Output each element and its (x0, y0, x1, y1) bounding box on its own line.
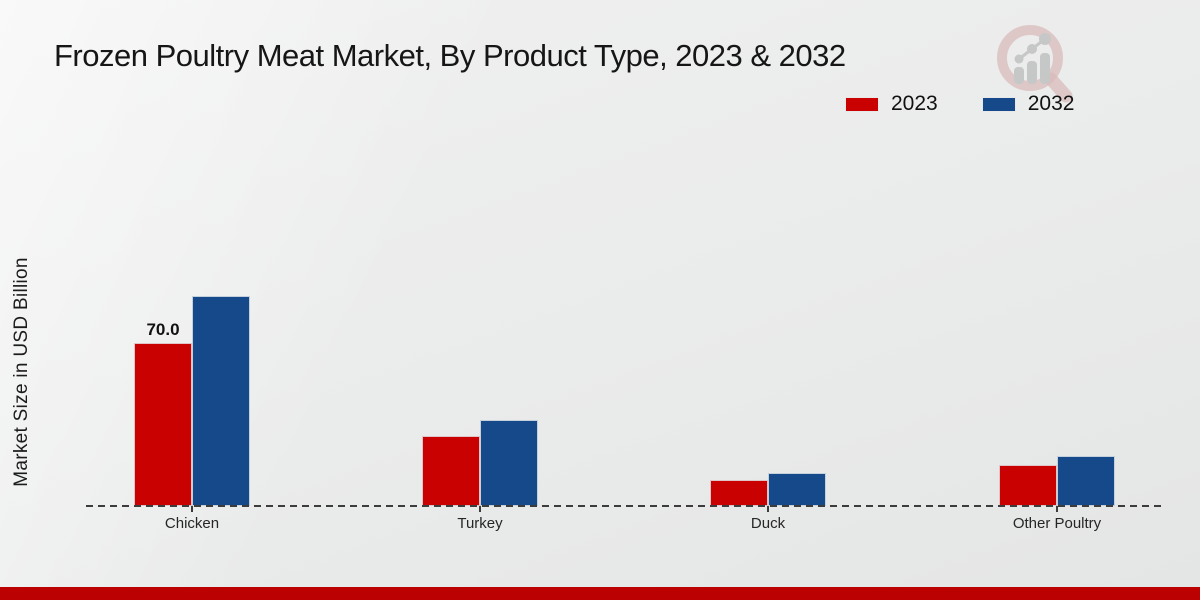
logo-bars-icon (1014, 33, 1051, 84)
x-axis-category-label: Duck (750, 515, 786, 532)
bar-2023-chicken (134, 343, 192, 506)
legend-item-2023: 2023 (845, 92, 938, 116)
magnifier-growth-chart-logo (997, 25, 1073, 103)
bar-2023-duck (710, 480, 768, 506)
bar-2032-turkey (480, 419, 538, 506)
legend-swatch-2032 (981, 96, 1016, 112)
x-axis-tick (191, 506, 193, 512)
bar-2032-duck (768, 473, 826, 506)
x-axis-tick (1056, 506, 1058, 512)
x-axis-line (86, 505, 1163, 507)
bar-value-label: 70.0 (146, 320, 180, 339)
chart-title: Frozen Poultry Meat Market, By Product T… (54, 38, 846, 73)
bar-2032-chicken (192, 296, 250, 506)
bar-2023-turkey (422, 436, 480, 506)
x-axis-category-label: Turkey (457, 515, 503, 532)
legend: 2023 2032 (845, 92, 1074, 116)
bar-2032-other-poultry (1057, 455, 1115, 506)
bar-2023-other-poultry (999, 465, 1057, 506)
legend-item-2032: 2032 (981, 92, 1075, 116)
legend-label-2023: 2023 (891, 92, 938, 115)
legend-label-2032: 2032 (1027, 92, 1075, 115)
x-axis-tick (479, 506, 481, 512)
x-axis-category-label: Chicken (164, 515, 220, 532)
x-axis-tick (767, 506, 769, 512)
bottom-accent-stripe (0, 587, 1200, 600)
x-axis-category-label: Other Poultry (1012, 515, 1102, 532)
legend-swatch-2023 (845, 96, 879, 112)
